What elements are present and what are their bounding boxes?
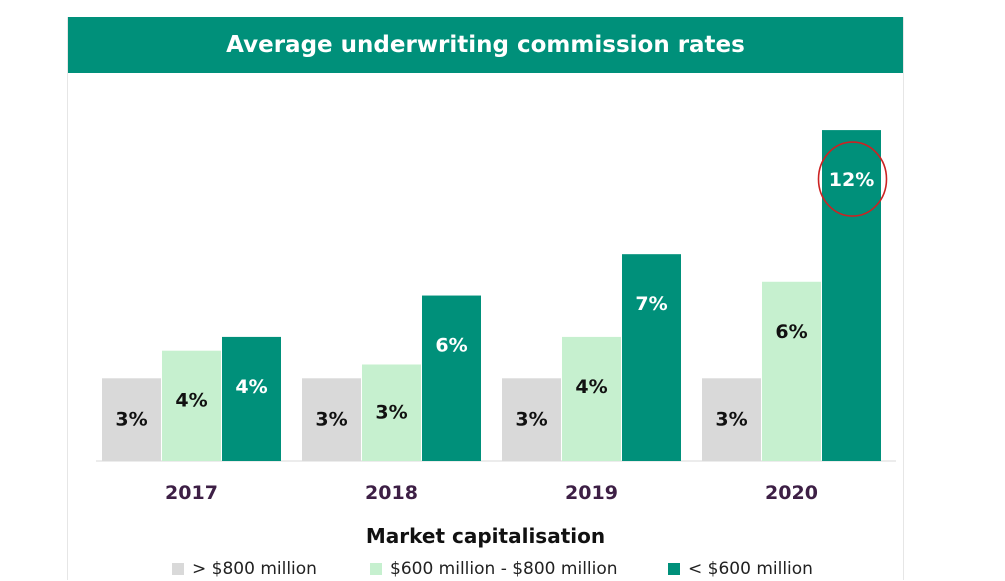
x-tick-label: 2019 — [565, 482, 618, 504]
data-label: 3% — [515, 409, 547, 431]
data-label: 6% — [435, 335, 467, 357]
bar-2017-series-3 — [222, 336, 281, 461]
bar-2019-series-2 — [562, 336, 621, 461]
bar-2018-series-2 — [362, 364, 421, 461]
x-tick-label: 2017 — [165, 482, 218, 504]
chart-panel: Average underwriting commission rates 3%… — [67, 17, 904, 580]
data-label: 3% — [315, 409, 347, 431]
x-tick-label: 2020 — [765, 482, 818, 504]
data-label: 3% — [375, 402, 407, 424]
legend-swatch — [668, 563, 680, 575]
legend-swatch — [172, 563, 184, 575]
bar-2020-series-3 — [822, 130, 881, 461]
data-label: 7% — [635, 293, 667, 315]
legend-item: < $600 million — [668, 559, 813, 579]
legend-item: $600 million - $800 million — [370, 559, 618, 579]
legend: > $800 million $600 million - $800 millio… — [68, 559, 903, 581]
legend-label: $600 million - $800 million — [390, 559, 618, 579]
data-label: 4% — [175, 390, 207, 412]
bar-2018-series-3 — [422, 295, 481, 461]
legend-label: > $800 million — [192, 559, 317, 579]
chart-title-bar: Average underwriting commission rates — [68, 17, 903, 73]
x-axis-title: Market capitalisation — [365, 524, 606, 548]
legend-item: > $800 million — [172, 559, 317, 579]
data-label: 3% — [715, 409, 747, 431]
highlight-circle — [817, 141, 888, 217]
data-label: 3% — [115, 409, 147, 431]
data-label: 4% — [235, 376, 267, 398]
bar-2019-series-3 — [622, 254, 681, 461]
chart-title: Average underwriting commission rates — [226, 32, 745, 58]
bar-chart: 3% 4% 4% 2017 3% 3% 6% 2018 3% 4% 7% 2019 3% 6% 12% 202… — [96, 130, 896, 504]
legend-label: < $600 million — [688, 559, 813, 579]
bar-2020-series-2 — [762, 281, 821, 461]
x-tick-label: 2018 — [365, 482, 418, 504]
data-label: 4% — [575, 376, 607, 398]
bar-2017-series-1 — [102, 378, 161, 461]
bar-2017-series-2 — [162, 350, 221, 461]
data-label: 6% — [775, 321, 807, 343]
bar-2019-series-1 — [502, 378, 561, 461]
bar-2018-series-1 — [302, 378, 361, 461]
data-label: 12% — [829, 169, 874, 191]
bar-2020-series-1 — [702, 378, 761, 461]
legend-swatch — [370, 563, 382, 575]
